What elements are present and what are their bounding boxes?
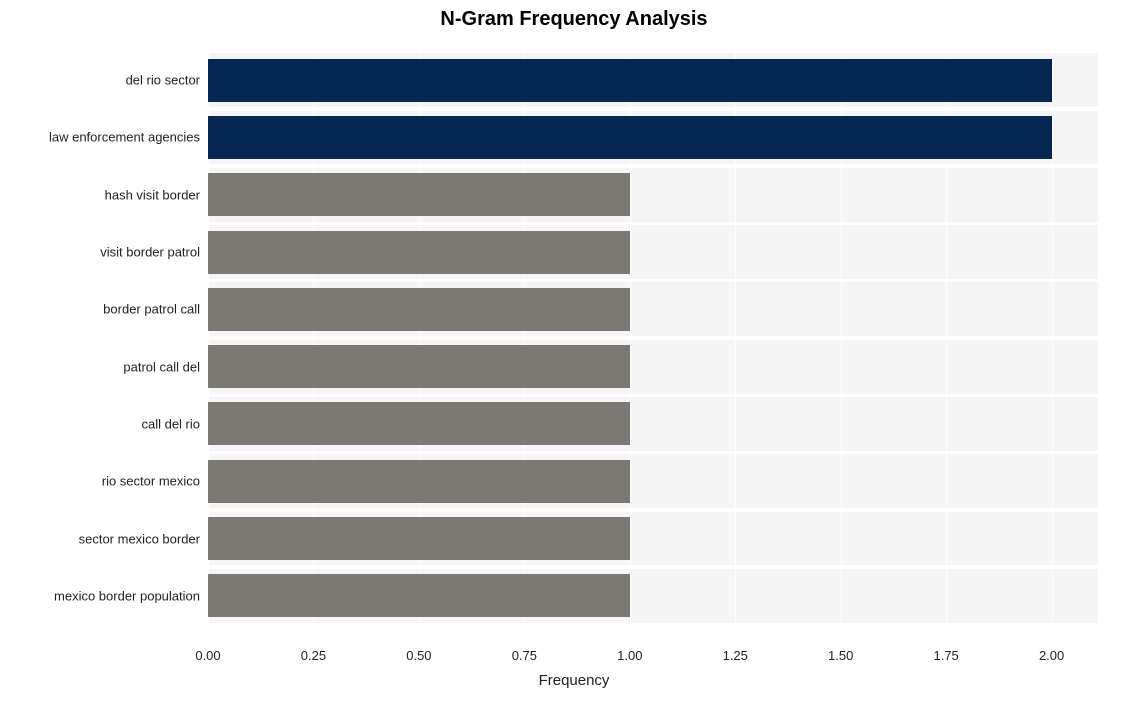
bar (208, 402, 630, 445)
chart-title: N-Gram Frequency Analysis (0, 8, 1148, 31)
x-axis-tick: 0.25 (301, 648, 326, 663)
y-axis-label: del rio sector (126, 73, 200, 88)
x-axis-tick: 1.25 (723, 648, 748, 663)
y-axis-label: law enforcement agencies (49, 130, 200, 145)
y-axis-label: sector mexico border (79, 531, 200, 546)
x-axis-tick: 1.50 (828, 648, 853, 663)
y-axis-label: visit border patrol (100, 245, 200, 260)
bar (208, 116, 1052, 159)
y-axis-label: patrol call del (123, 359, 200, 374)
bar (208, 231, 630, 274)
bar (208, 288, 630, 331)
x-axis-tick: 0.00 (195, 648, 220, 663)
bar (208, 574, 630, 617)
y-axis-label: border patrol call (103, 302, 200, 317)
y-axis-label: rio sector mexico (102, 474, 200, 489)
x-axis-tick: 0.50 (406, 648, 431, 663)
bar (208, 59, 1052, 102)
x-axis-tick: 1.00 (617, 648, 642, 663)
plot-area (208, 34, 1098, 642)
bar (208, 517, 630, 560)
ngram-frequency-chart: N-Gram Frequency Analysis Frequency del … (0, 0, 1148, 701)
x-axis-tick: 1.75 (933, 648, 958, 663)
y-axis-label: call del rio (141, 416, 200, 431)
y-axis-label: hash visit border (105, 187, 200, 202)
y-axis-label: mexico border population (54, 588, 200, 603)
x-axis-tick: 2.00 (1039, 648, 1064, 663)
x-axis-tick: 0.75 (512, 648, 537, 663)
x-axis-label: Frequency (0, 672, 1148, 689)
gridline (1052, 34, 1053, 642)
bar (208, 345, 630, 388)
bar (208, 460, 630, 503)
bar (208, 173, 630, 216)
